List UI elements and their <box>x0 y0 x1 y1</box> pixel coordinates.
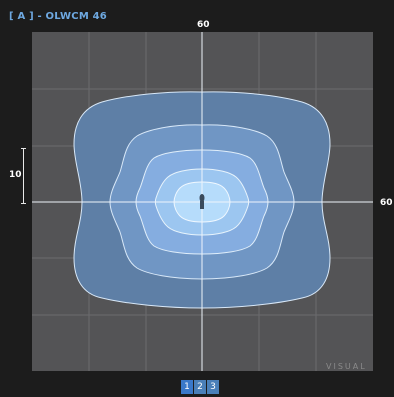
luminaire-icon <box>199 194 205 209</box>
pager-page-2[interactable]: 2 <box>194 380 206 394</box>
axis-label-right: 60 <box>380 198 393 208</box>
pager: 1 2 3 <box>181 380 219 394</box>
scale-bar <box>21 148 26 204</box>
contour-svg <box>32 32 373 371</box>
plot-title: [ A ] - OLWCM 46 <box>9 11 107 22</box>
axis-label-top: 60 <box>197 20 210 30</box>
pager-page-1[interactable]: 1 <box>181 380 193 394</box>
watermark-logo: VISUAL <box>326 362 367 371</box>
contour-plot <box>32 32 373 371</box>
pager-page-3[interactable]: 3 <box>207 380 219 394</box>
axis-label-left: 10 <box>9 170 22 180</box>
